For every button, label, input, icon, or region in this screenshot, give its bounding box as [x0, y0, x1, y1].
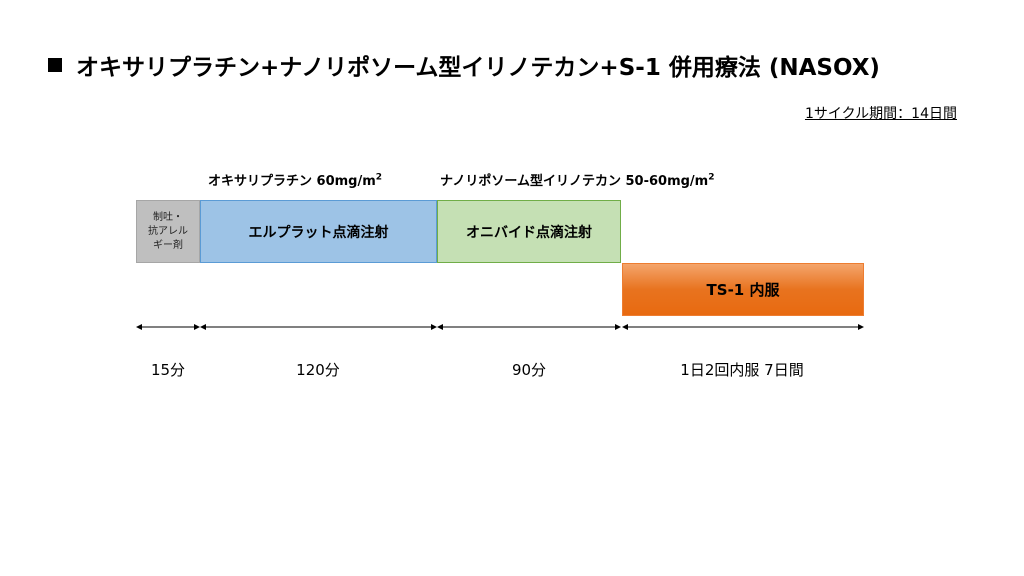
title-text: オキサリプラチン+ナノリポソーム型イリノテカン+S-1 併用療法 (NASOX)	[76, 55, 880, 81]
onivyde-infusion-box: オニバイド点滴注射	[437, 200, 621, 263]
irinotecan-dose-text: ナノリポソーム型イリノテカン 50-60mg/m	[440, 174, 709, 189]
irinotecan-dose-sup: 2	[708, 172, 715, 183]
antiemetic-line-1: 制吐・	[153, 211, 183, 223]
oxaliplatin-dose-label: オキサリプラチン 60mg/m2	[208, 170, 382, 189]
irinotecan-dose-label: ナノリポソーム型イリノテカン 50-60mg/m2	[440, 170, 714, 189]
ts1-oral-box: TS-1 内服	[622, 263, 864, 316]
duration-antiemetic: 15分	[150, 361, 186, 379]
square-bullet-icon	[48, 58, 62, 72]
oxaliplatin-dose-sup: 2	[375, 172, 383, 183]
duration-elplat: 120分	[296, 361, 340, 379]
antiemetic-line-2: 抗アレル	[148, 225, 188, 237]
onivyde-label: オニバイド点滴注射	[466, 224, 592, 241]
oxaliplatin-dose-text: オキサリプラチン 60mg/m	[208, 174, 376, 189]
elplat-label: エルプラット点滴注射	[248, 224, 389, 241]
duration-onivyde: 90分	[511, 361, 547, 379]
duration-ts1: 1日2回内服 7日間	[680, 361, 804, 379]
cycle-duration-label: 1サイクル期間：14日間	[804, 106, 957, 122]
ts1-label: TS-1 内服	[706, 281, 780, 299]
elplat-infusion-box: エルプラット点滴注射	[200, 200, 437, 263]
antiemetic-line-3: ギー剤	[153, 239, 183, 251]
antiemetic-box: 制吐・ 抗アレル ギー剤	[136, 200, 200, 263]
page-title: オキサリプラチン+ナノリポソーム型イリノテカン+S-1 併用療法 (NASOX)	[48, 48, 880, 82]
